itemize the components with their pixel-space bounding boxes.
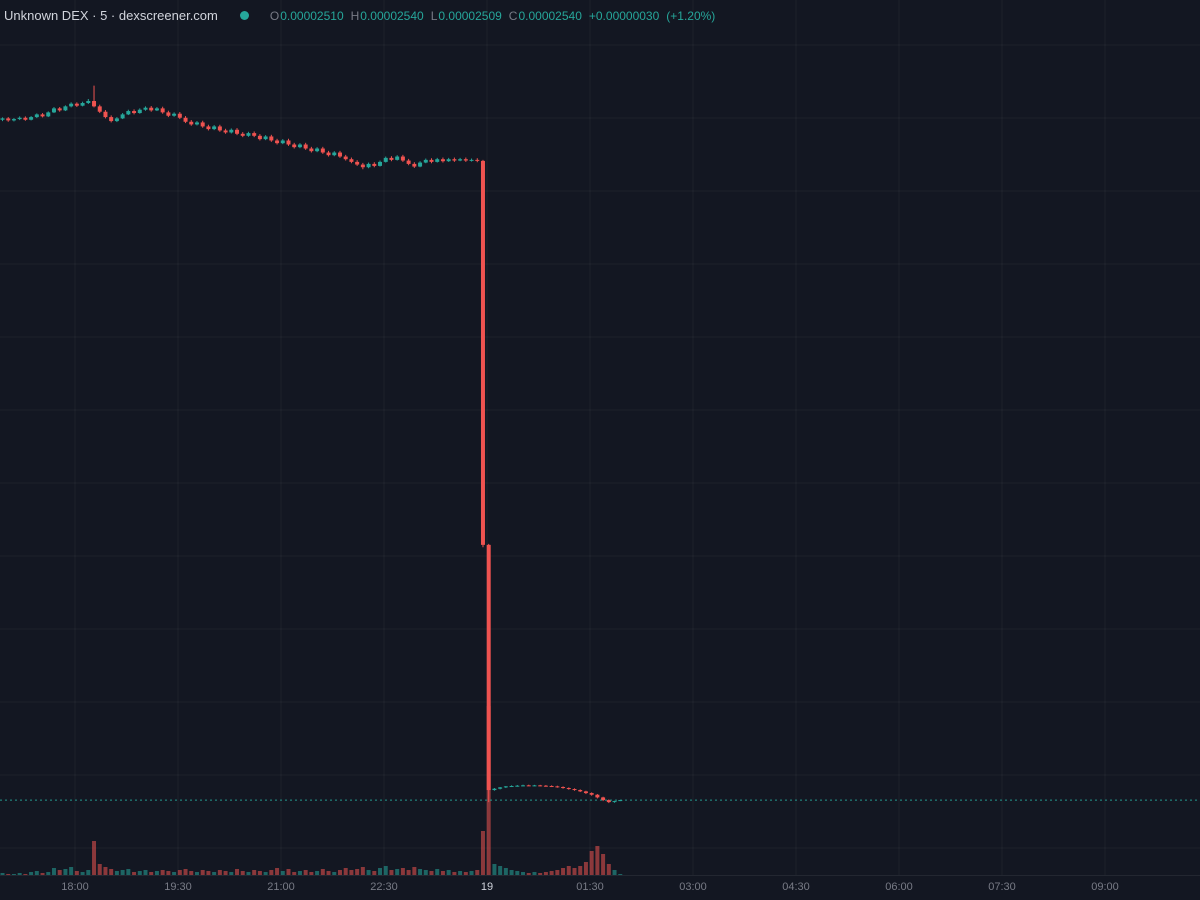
candle-wicks bbox=[2, 85, 621, 804]
time-axis-label: 19 bbox=[480, 881, 494, 893]
close-label: C bbox=[508, 8, 518, 23]
time-axis[interactable]: 18:00 19:30 21:00 22:30 19 01:30 03:00 04:30 06:… bbox=[0, 875, 1200, 900]
ohlc-readout: O 0.00002510 H 0.00002540 L 0.00002509 C… bbox=[263, 9, 715, 23]
open-value: 0.00002510 bbox=[280, 8, 344, 23]
series-marker-icon bbox=[239, 11, 249, 20]
time-axis-label: 07:30 bbox=[988, 881, 1016, 893]
grid-lines bbox=[0, 0, 1200, 875]
time-axis-label: 21:00 bbox=[267, 881, 295, 893]
change-percent: (+1.20%) bbox=[666, 8, 716, 23]
close-value: 0.00002540 bbox=[518, 8, 582, 23]
change-value: +0.00000030 bbox=[588, 8, 660, 23]
time-axis-label: 09:00 bbox=[1091, 881, 1119, 893]
chart-legend: Unknown DEX · 5 · dexscreener.com O 0.00… bbox=[4, 8, 715, 23]
candle-bodies bbox=[0, 101, 623, 803]
time-axis-label: 19:30 bbox=[164, 881, 192, 893]
low-label: L bbox=[430, 8, 438, 23]
chart-pane[interactable] bbox=[0, 0, 1200, 876]
high-label: H bbox=[350, 8, 360, 23]
time-axis-label: 04:30 bbox=[782, 881, 810, 893]
open-label: O bbox=[269, 8, 280, 23]
high-value: 0.00002540 bbox=[360, 8, 424, 23]
candlestick-chart bbox=[0, 0, 1200, 876]
symbol-title[interactable]: Unknown DEX · 5 · dexscreener.com bbox=[4, 8, 218, 23]
low-value: 0.00002509 bbox=[438, 8, 502, 23]
time-axis-label: 06:00 bbox=[885, 881, 913, 893]
time-axis-label: 03:00 bbox=[679, 881, 707, 893]
volume-bars bbox=[0, 706, 623, 876]
time-axis-label: 01:30 bbox=[576, 881, 604, 893]
time-axis-label: 18:00 bbox=[61, 881, 89, 893]
time-axis-label: 22:30 bbox=[370, 881, 398, 893]
